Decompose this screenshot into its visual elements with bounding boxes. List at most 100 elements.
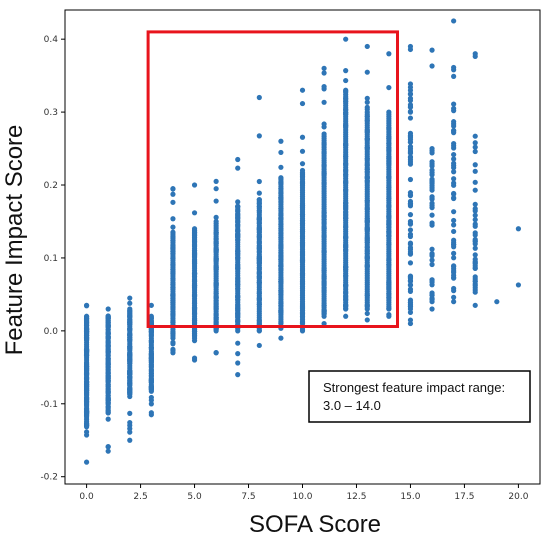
data-point: [451, 285, 457, 292]
data-point: [407, 231, 414, 237]
data-point: [451, 195, 457, 202]
data-point: [451, 228, 457, 235]
data-point: [321, 99, 327, 105]
x-tick-label: 2.5: [133, 492, 147, 502]
x-tick-label: 0.0: [79, 492, 94, 502]
data-point: [191, 210, 198, 216]
y-tick-label: 0.3: [44, 108, 58, 118]
data-point: [299, 148, 306, 154]
data-point: [235, 199, 241, 205]
data-point: [472, 274, 478, 280]
data-point: [256, 197, 262, 203]
data-point: [472, 212, 478, 218]
x-tick-label: 17.5: [454, 492, 474, 502]
data-point: [170, 229, 176, 235]
data-point: [321, 131, 327, 137]
highlight-box: [146, 30, 399, 329]
data-point: [83, 459, 90, 465]
data-point: [472, 201, 478, 207]
data-point: [364, 104, 370, 110]
data-point: [451, 119, 457, 125]
data-point: [407, 91, 414, 97]
data-point: [235, 351, 241, 357]
data-point: [148, 313, 154, 319]
data-point: [472, 140, 478, 146]
data-point: [407, 244, 414, 251]
data-point: [407, 84, 414, 90]
data-point: [407, 227, 414, 233]
data-point: [407, 115, 414, 121]
data-point: [299, 134, 306, 140]
data-point: [148, 302, 154, 308]
data-point: [278, 149, 284, 156]
data-point: [278, 175, 284, 181]
data-point: [105, 313, 111, 319]
data-point: [472, 236, 478, 243]
data-point: [451, 160, 457, 166]
data-point: [407, 130, 414, 136]
data-point: [321, 320, 327, 327]
x-tick-label: 20.0: [508, 492, 528, 502]
data-point: [170, 191, 176, 197]
data-point: [127, 306, 133, 312]
data-point: [472, 53, 478, 59]
data-point: [451, 156, 457, 162]
data-point: [235, 156, 241, 163]
data-point: [407, 154, 414, 161]
data-point: [429, 212, 435, 218]
data-point: [235, 340, 241, 346]
data-point: [451, 299, 457, 305]
data-point: [407, 201, 414, 207]
data-point: [321, 70, 327, 76]
data-point: [407, 176, 414, 183]
data-point: [429, 176, 435, 182]
data-point: [235, 204, 241, 210]
y-axis-title: Feature Impact Score: [1, 125, 28, 356]
data-point: [472, 148, 478, 155]
data-point: [451, 209, 457, 215]
data-point: [407, 240, 414, 246]
y-tick-label: 0.2: [44, 181, 58, 191]
data-point: [170, 224, 176, 230]
data-point: [148, 397, 154, 403]
data-point: [213, 198, 219, 204]
data-point: [364, 317, 370, 323]
data-point: [407, 286, 414, 292]
data-point: [429, 63, 435, 69]
data-point: [235, 372, 241, 378]
data-point: [407, 212, 414, 218]
data-point: [451, 180, 457, 186]
data-point: [235, 165, 241, 171]
data-point: [170, 199, 176, 205]
data-point: [451, 250, 457, 256]
data-point: [472, 162, 478, 168]
data-point: [451, 127, 457, 134]
data-point: [407, 190, 414, 196]
y-tick-label: 0.4: [44, 35, 59, 45]
data-point: [472, 283, 478, 289]
data-point: [343, 313, 349, 319]
data-point: [213, 178, 219, 184]
data-point: [256, 133, 262, 139]
data-point: [429, 250, 435, 257]
data-point: [191, 182, 198, 188]
data-point: [170, 348, 176, 354]
data-point: [472, 179, 478, 185]
data-point: [127, 295, 133, 301]
annotation-frame: [308, 370, 531, 423]
data-point: [472, 256, 478, 262]
data-point: [364, 43, 370, 50]
data-point: [105, 306, 111, 312]
data-point: [299, 100, 306, 107]
x-tick-label: 15.0: [400, 492, 420, 502]
y-axis: -0.2 -0.1 0.0 0.1 0.2 0.3 0.4: [40, 35, 65, 483]
data-point: [105, 448, 111, 454]
data-point: [213, 350, 219, 356]
data-point: [321, 65, 327, 71]
data-point: [235, 360, 241, 366]
data-point: [83, 313, 90, 319]
data-point: [148, 401, 154, 407]
data-point: [321, 121, 327, 127]
data-point: [472, 187, 478, 193]
